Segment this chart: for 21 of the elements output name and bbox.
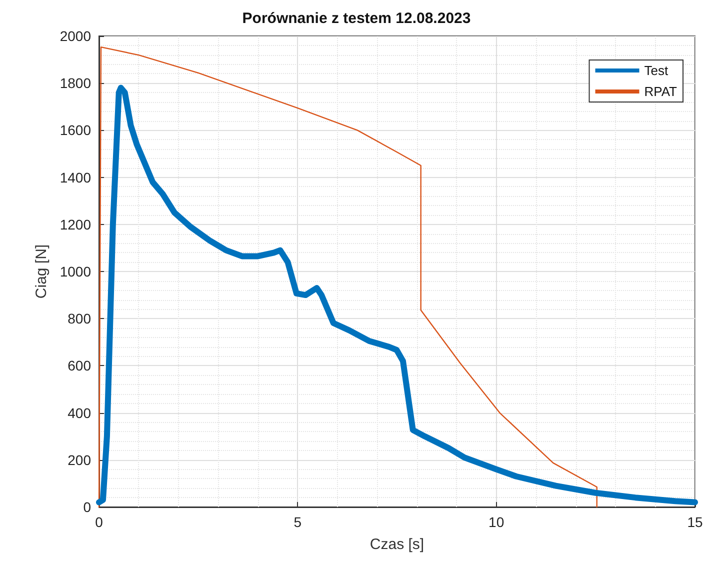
line-series [98,46,598,508]
x-tick-label: 0 [95,514,104,530]
y-tick-label: 1800 [60,75,92,92]
y-tick-label: 600 [68,358,92,374]
y-tick-label: 1000 [60,264,92,280]
chart-title: Porównanie z testem 12.08.2023 [242,10,471,27]
legend-label: Test [644,63,668,78]
y-tick-label: 0 [83,499,92,515]
x-axis-title: Czas [s] [370,536,424,553]
y-tick-label: 1600 [60,122,92,138]
y-tick-label: 200 [68,452,92,468]
x-tick-label: 15 [687,514,703,530]
y-axis-title: Ciag [N] [32,244,50,299]
y-tick-label: 800 [68,310,92,327]
y-tick-label: 1200 [60,216,92,232]
y-tick-label: 400 [68,404,92,421]
y-tick-label: 2000 [60,28,92,44]
x-tick-label: 10 [488,514,504,530]
legend-label: RPAT [644,84,678,99]
x-tick-label: 5 [294,514,302,530]
y-tick-label: 1400 [60,169,92,186]
